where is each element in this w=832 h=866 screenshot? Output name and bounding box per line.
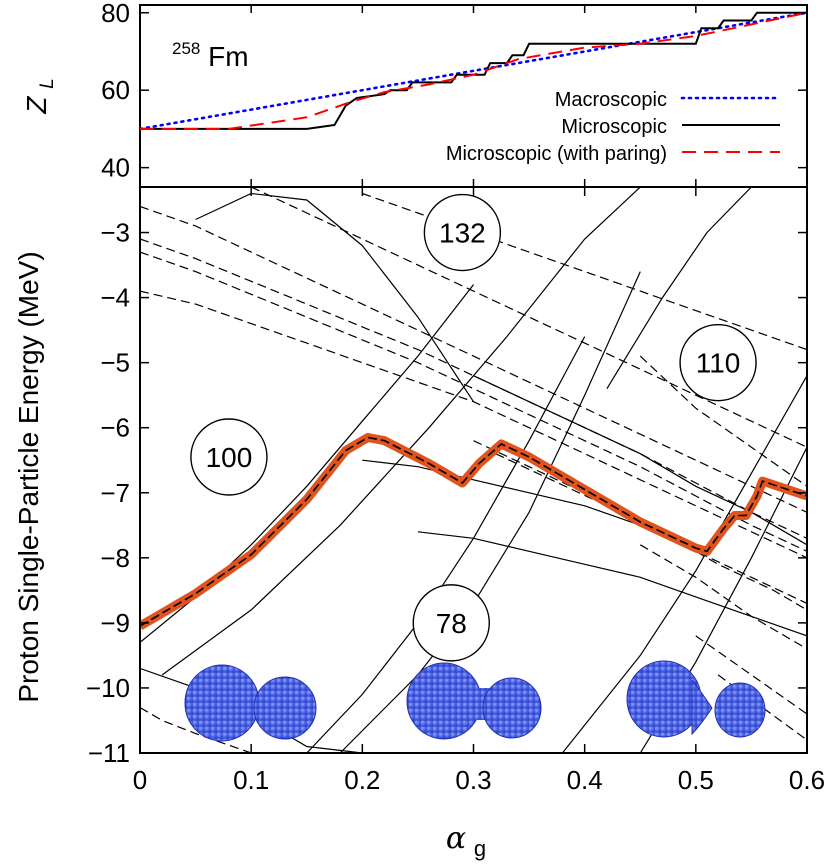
bottom-y-axis-label: Proton Single-Particle Energy (MeV) xyxy=(13,251,44,702)
y-tick-label: −9 xyxy=(100,608,130,638)
x-tick-label: 0.3 xyxy=(455,765,491,795)
level-curve xyxy=(339,271,641,753)
shape-elongated-scission xyxy=(626,660,766,738)
legend-label-macroscopic: Macroscopic xyxy=(555,89,667,111)
bottom-y-ticks: −3 −4 −5 −6 −7 −8 −9 −10 −11 xyxy=(86,218,807,768)
level-curve xyxy=(140,238,807,539)
fermi-core-line xyxy=(140,436,807,627)
magic-number-circle xyxy=(190,418,268,496)
level-curve xyxy=(306,336,586,753)
top-y-tick-label: 40 xyxy=(101,153,130,183)
magic-number-label: 110 xyxy=(696,348,741,379)
magic-number-label: 132 xyxy=(439,218,486,249)
x-tick-label: 0.1 xyxy=(233,765,269,795)
top-y-tick-label: 60 xyxy=(101,75,130,105)
x-axis-label: α g xyxy=(446,821,486,861)
single-particle-levels xyxy=(140,187,807,753)
x-tick-label: 0.2 xyxy=(344,765,380,795)
y-tick-label: −8 xyxy=(100,543,130,573)
legend-label-microscopic-pairing: Microscopic (with paring) xyxy=(446,143,667,165)
y-tick-label: −6 xyxy=(100,413,130,443)
y-tick-label: −4 xyxy=(100,283,130,313)
x-axis-label-main: α xyxy=(446,821,466,856)
x-tick-label: 0.4 xyxy=(567,765,603,795)
level-curve xyxy=(362,459,696,546)
x-tick-label: 0.5 xyxy=(678,765,714,795)
x-ticks: 0 0.1 0.2 0.3 0.4 0.5 0.6 xyxy=(133,187,825,795)
shape-compact-fragments xyxy=(184,664,317,742)
shape-necked xyxy=(406,662,542,740)
series-line-2 xyxy=(140,11,807,130)
level-curve xyxy=(695,635,807,715)
magic-number-label: 100 xyxy=(206,442,253,473)
nucleus-mass-number: 258 xyxy=(172,39,200,58)
top-panel: 40 60 80 258 Fm Z L Macroscopic Microscopi… xyxy=(21,0,808,188)
magic-number-circle xyxy=(679,323,757,402)
x-tick-label: 0 xyxy=(133,765,147,795)
y-tick-label: −5 xyxy=(100,348,130,378)
y-tick-label: −11 xyxy=(88,738,130,768)
legend-label-microscopic: Microscopic xyxy=(561,116,667,138)
top-series xyxy=(140,11,807,131)
level-curve xyxy=(195,192,475,403)
level-curve xyxy=(561,375,807,753)
bottom-panel: 132 100 110 78 −3 −4 −5 −6 −7 −8 −9 −10 −11 0 0.1 0.2… xyxy=(13,186,825,861)
top-y-axis-label-main: Z xyxy=(21,96,52,115)
fermi-level-band xyxy=(140,433,807,630)
level-curve xyxy=(140,290,807,559)
magic-number-label: 78 xyxy=(436,608,467,639)
level-curve xyxy=(140,205,807,513)
legend: Macroscopic Microscopic Microscopic (wit… xyxy=(446,89,782,165)
y-tick-label: −7 xyxy=(100,478,130,508)
magic-number-circle xyxy=(412,584,490,662)
x-axis-label-sub: g xyxy=(474,836,486,861)
level-curve xyxy=(140,251,807,552)
nucleus-label: 258 Fm xyxy=(172,29,249,72)
level-curve xyxy=(606,187,807,390)
top-y-axis-label-sub: L xyxy=(37,78,58,89)
nucleus-symbol: Fm xyxy=(208,41,248,72)
top-y-axis-label: Z L xyxy=(21,78,58,114)
magic-number-circle xyxy=(423,193,502,272)
x-tick-label: 0.6 xyxy=(789,765,825,795)
level-curve xyxy=(140,706,307,753)
level-curve xyxy=(161,187,641,676)
level-curve xyxy=(639,544,807,650)
y-tick-label: −3 xyxy=(100,218,130,248)
nuclear-shapes xyxy=(184,660,766,742)
top-y-tick-label: 80 xyxy=(101,0,130,28)
series-line-0 xyxy=(140,11,807,131)
level-curve xyxy=(417,531,807,637)
level-curve xyxy=(250,187,807,448)
magic-numbers: 132 100 110 78 xyxy=(190,193,757,662)
y-tick-label: −10 xyxy=(86,673,130,703)
